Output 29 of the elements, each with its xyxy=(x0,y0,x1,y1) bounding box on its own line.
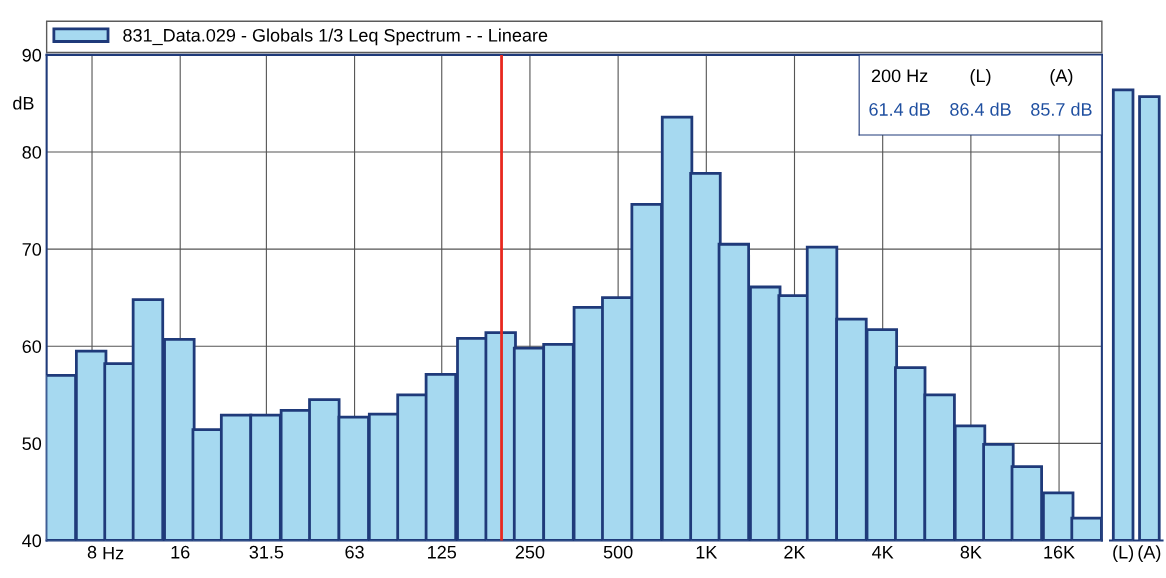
y-tick-label: 70 xyxy=(22,243,42,256)
x-tick-label: 1K xyxy=(696,545,718,559)
x-tick-label: 8 xyxy=(87,545,97,559)
x-tick-label: 250 xyxy=(515,545,545,559)
legend-label: 831_Data.029 - Globals 1/3 Leq Spectrum - - Lineare xyxy=(123,28,548,46)
x-tick-label: (L) xyxy=(1113,545,1134,563)
annotation: 200 Hz xyxy=(871,69,928,83)
x-tick-label: 16 xyxy=(171,545,190,559)
x-tick-label: 63 xyxy=(345,545,364,559)
annotation: 61.4 dB xyxy=(869,102,930,116)
annotation: (A) xyxy=(1050,68,1073,86)
y-axis-title: dB xyxy=(13,96,34,110)
annotation: 85.7 dB xyxy=(1031,102,1092,116)
x-axis-title: Hz xyxy=(103,546,124,560)
annotation: 86.4 dB xyxy=(950,102,1011,116)
y-tick-label: 60 xyxy=(22,340,42,353)
annotation: (L) xyxy=(970,68,991,86)
y-tick-label: 50 xyxy=(22,437,42,451)
x-tick-label: 16K xyxy=(1044,545,1075,559)
x-tick-label: 2K xyxy=(784,545,806,559)
x-tick-label: 4K xyxy=(872,545,894,559)
x-tick-label: 125 xyxy=(428,545,457,559)
y-tick-label: 90 xyxy=(22,48,42,62)
x-tick-label: 8K xyxy=(960,545,982,559)
x-tick-label: 500 xyxy=(603,545,633,559)
x-tick-label: 31.5 xyxy=(249,545,284,559)
y-tick-label: 80 xyxy=(22,145,42,159)
y-tick-label: 40 xyxy=(22,534,42,548)
x-tick-label: (A) xyxy=(1138,545,1161,563)
